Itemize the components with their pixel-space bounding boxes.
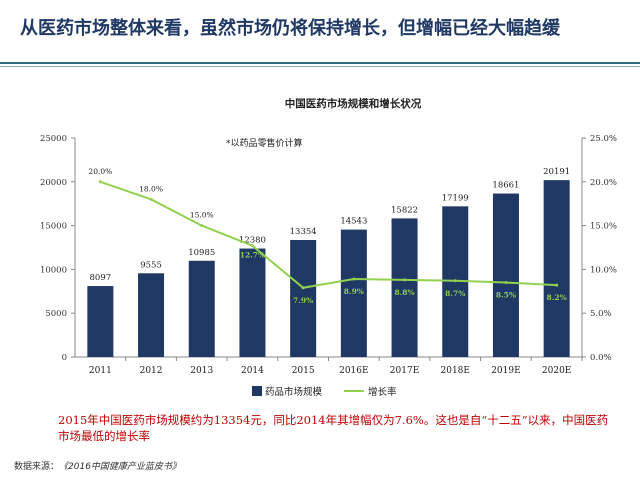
x-tick-label: 2018E bbox=[441, 366, 470, 376]
bar bbox=[239, 248, 266, 357]
x-tick-label: 2017E bbox=[390, 366, 419, 376]
left-tick-label: 0 bbox=[62, 353, 67, 363]
growth-rate-label: 15.0% bbox=[190, 211, 214, 220]
growth-rate-point bbox=[98, 180, 102, 184]
bar bbox=[391, 218, 418, 357]
bar bbox=[340, 229, 367, 357]
left-tick-label: 25000 bbox=[40, 134, 67, 144]
bar bbox=[87, 286, 114, 357]
right-tick-label: 15.0% bbox=[590, 222, 617, 232]
growth-rate-point bbox=[301, 286, 305, 290]
growth-rate-point bbox=[200, 224, 204, 228]
left-tick-label: 10000 bbox=[40, 265, 67, 275]
bar bbox=[138, 273, 165, 357]
growth-rate-point bbox=[403, 278, 407, 282]
chart-legend: 药品市场规模 增长率 bbox=[252, 386, 397, 398]
right-tick-label: 0.0% bbox=[590, 353, 612, 363]
plot-area: 0 5000 10000 15000 20000 25000 0.0% 5.0% 10.0% 15… bbox=[40, 134, 617, 376]
x-tick-label: 2020E bbox=[542, 366, 571, 376]
bar bbox=[543, 180, 570, 357]
chart-title: 中国医药市场规模和增长状况 bbox=[285, 97, 422, 110]
growth-rate-label: 20.0% bbox=[88, 167, 112, 176]
header-rule bbox=[0, 62, 640, 64]
bar-value-label: 14543 bbox=[340, 217, 367, 227]
x-tick-label: 2013 bbox=[190, 366, 213, 376]
bar bbox=[492, 193, 519, 357]
growth-rate-label: 8.5% bbox=[496, 291, 516, 300]
bar bbox=[290, 240, 317, 357]
growth-rate-point bbox=[250, 244, 254, 248]
x-tick-label: 2016E bbox=[339, 366, 368, 376]
bar-value-label: 8097 bbox=[90, 273, 112, 283]
bar-value-label: 13354 bbox=[290, 227, 317, 237]
growth-rate-point bbox=[555, 283, 559, 287]
left-tick-label: 20000 bbox=[40, 178, 67, 188]
x-tick-label: 2019E bbox=[491, 366, 520, 376]
bar-value-label: 17199 bbox=[442, 193, 469, 203]
growth-rate-point bbox=[352, 277, 356, 281]
bar-value-label: 10985 bbox=[188, 248, 215, 258]
bar bbox=[188, 260, 215, 357]
right-tick-label: 25.0% bbox=[590, 134, 617, 144]
x-tick-label: 2014 bbox=[241, 366, 264, 376]
x-tick-label: 2012 bbox=[140, 366, 163, 376]
legend-label-line: 增长率 bbox=[368, 386, 397, 398]
growth-rate-label: 8.9% bbox=[344, 287, 364, 296]
chart-annotation: *以药品零售价计算 bbox=[226, 137, 303, 149]
growth-rate-label: 12.7% bbox=[240, 251, 265, 260]
right-tick-label: 5.0% bbox=[590, 309, 612, 319]
growth-rate-point bbox=[453, 279, 457, 283]
market-size-chart: 中国医药市场规模和增长状况 *以药品零售价计算 0 5000 10000 15000 2… bbox=[40, 97, 617, 398]
growth-rate-label: 7.9% bbox=[293, 296, 313, 305]
page-headline: 从医药市场整体来看，虽然市场仍将保持增长，但增幅已经大幅趋缓 bbox=[20, 18, 560, 39]
growth-rate-label: 8.7% bbox=[445, 289, 465, 298]
bar-value-label: 12380 bbox=[239, 236, 266, 246]
source-label: 数据来源： bbox=[14, 462, 60, 472]
growth-rate-point bbox=[504, 281, 508, 285]
growth-rate-label: 8.8% bbox=[394, 288, 414, 297]
legend-swatch-bar bbox=[252, 386, 262, 396]
growth-rate-label: 18.0% bbox=[139, 184, 163, 193]
growth-rate-point bbox=[149, 197, 153, 201]
left-tick-label: 15000 bbox=[40, 222, 67, 232]
legend-label-bar: 药品市场规模 bbox=[265, 386, 323, 398]
growth-rate-line bbox=[100, 180, 557, 289]
left-tick-label: 5000 bbox=[45, 309, 67, 319]
summary-note: 2015年中国医药市场规模约为13354元，同比2014年其增幅仅为7.6%。这… bbox=[58, 413, 609, 443]
header-rule-thin bbox=[0, 66, 640, 67]
data-source: 数据来源：《2016中国健康产业蓝皮书》 bbox=[14, 459, 181, 472]
bar-value-label: 9555 bbox=[140, 260, 162, 270]
bar-value-label: 20191 bbox=[543, 167, 570, 177]
x-tick-label: 2011 bbox=[89, 366, 112, 376]
right-tick-label: 20.0% bbox=[590, 178, 617, 188]
x-tick-label: 2015 bbox=[292, 366, 315, 376]
bar-value-label: 18661 bbox=[492, 181, 519, 191]
growth-rate-label: 8.2% bbox=[547, 293, 567, 302]
bar-value-label: 15822 bbox=[391, 205, 418, 215]
right-tick-label: 10.0% bbox=[590, 265, 617, 275]
source-book: 《2016中国健康产业蓝皮书》 bbox=[59, 462, 181, 472]
